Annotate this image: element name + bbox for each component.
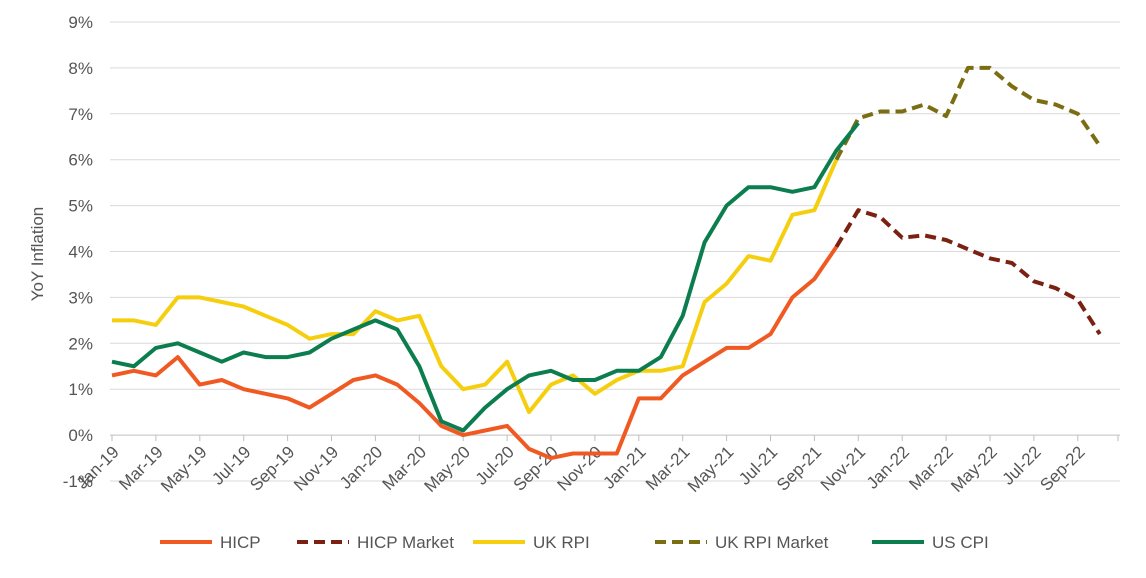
x-tick-label: Mar-20 [379, 442, 431, 494]
x-tick-label: May-21 [684, 442, 738, 496]
y-axis: -1% 0% 1% 2% 3% 4% 5% 6% 7% 8% 9% [63, 13, 93, 491]
x-tick-label: Sep-22 [1036, 442, 1088, 494]
legend-item: US CPI [872, 533, 989, 552]
y-tick-label: 3% [68, 288, 93, 307]
x-axis: Jan-19Mar-19May-19Jul-19Sep-19Nov-19Jan-… [73, 434, 1120, 496]
y-tick-label: 1% [68, 380, 93, 399]
x-tick-label: Nov-21 [817, 442, 869, 494]
legend-item: HICP [160, 533, 261, 552]
series-line-uk-rpi [112, 158, 839, 415]
legend-item: HICP Market [297, 533, 454, 552]
legend-label: US CPI [932, 533, 989, 552]
legend: HICP HICP Market UK RPI UK RPI Market US CPI [160, 533, 989, 552]
legend-item: UK RPI [473, 533, 590, 552]
x-tick-label: May-20 [421, 442, 475, 496]
gridlines [110, 21, 1120, 482]
y-tick-label: 0% [68, 426, 93, 445]
legend-label: UK RPI [533, 533, 590, 552]
x-tick-label: Mar-22 [905, 442, 957, 494]
x-tick-label: Jan-21 [599, 442, 649, 492]
x-tick-label: Mar-21 [642, 442, 694, 494]
y-tick-label: 7% [68, 105, 93, 124]
y-tick-label: 6% [68, 151, 93, 170]
legend-label: HICP [220, 533, 261, 552]
y-tick-label: 9% [68, 13, 93, 32]
x-tick-label: Sep-19 [246, 442, 298, 494]
y-tick-label: -1% [63, 472, 93, 491]
series-lines [111, 65, 1102, 461]
x-tick-label: Sep-21 [773, 442, 825, 494]
x-tick-label: Jan-22 [863, 442, 913, 492]
y-tick-label: 5% [68, 197, 93, 216]
x-tick-label: Nov-19 [290, 442, 342, 494]
y-axis-title: YoY Inflation [28, 207, 47, 302]
x-tick-label: Jan-19 [73, 442, 123, 492]
x-tick-label: Nov-20 [554, 442, 606, 494]
series-line-hicp [111, 245, 839, 461]
x-tick-label: Jan-20 [336, 442, 386, 492]
y-tick-label: 4% [68, 243, 93, 262]
x-tick-label: May-19 [157, 442, 211, 496]
series-line-uk-rpi-market [834, 65, 1102, 161]
legend-label: HICP Market [357, 533, 454, 552]
series-line-hicp-market [834, 208, 1102, 336]
x-tick-label: Mar-19 [115, 442, 167, 494]
series-line-us-cpi [111, 121, 860, 433]
y-tick-label: 2% [68, 334, 93, 353]
legend-item: UK RPI Market [655, 533, 829, 552]
y-tick-label: 8% [68, 59, 93, 78]
legend-label: UK RPI Market [715, 533, 829, 552]
x-tick-label: May-22 [947, 442, 1001, 496]
